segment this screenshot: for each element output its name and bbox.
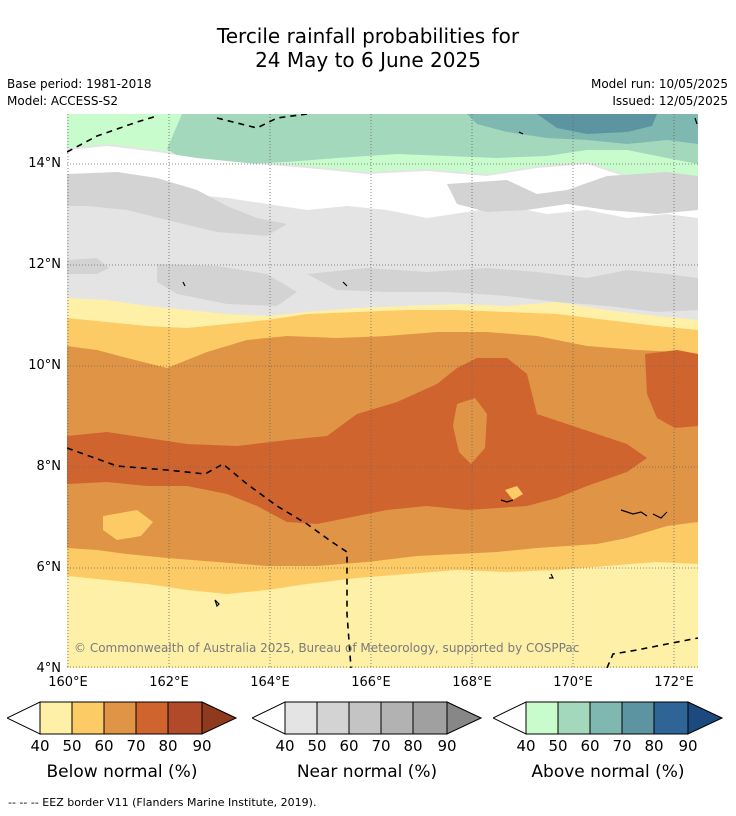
colorbar-tick: 60 — [339, 737, 359, 755]
colorbar-tick: 60 — [94, 737, 114, 755]
lat-label: 14°N — [28, 156, 61, 171]
lon-label: 164°E — [250, 675, 290, 690]
colorbar-above-label: Above normal (%) — [531, 762, 685, 782]
colorbar-near-normal — [252, 700, 482, 736]
colorbar-tick: 80 — [403, 737, 423, 755]
colorbar-swatch — [103, 701, 137, 735]
colorbar-swatch — [284, 701, 318, 735]
below-normal-50-patch — [103, 510, 153, 540]
colorbar-tick: 80 — [644, 737, 664, 755]
lat-label: 4°N — [36, 661, 62, 676]
lon-label: 172°E — [654, 675, 694, 690]
colorbar-swatch — [589, 701, 623, 735]
near-normal-50-region — [67, 258, 109, 274]
colorbar-swatch — [348, 701, 382, 735]
colorbar-extend-high — [446, 701, 482, 735]
colorbar-below-label: Below normal (%) — [46, 762, 198, 782]
title-line-1: Tercile rainfall probabilities for — [216, 24, 520, 48]
colorbar-extend-low — [493, 701, 527, 735]
colorbar-tick: 50 — [548, 737, 568, 755]
lat-label: 10°N — [28, 358, 61, 373]
lon-label: 162°E — [149, 675, 189, 690]
colorbar-tick: 50 — [307, 737, 327, 755]
islands — [182, 117, 698, 608]
colorbar-swatch — [557, 701, 591, 735]
colorbar-tick: 40 — [275, 737, 295, 755]
colorbar-swatch — [39, 701, 73, 735]
colorbar-swatch — [71, 701, 105, 735]
colorbar-tick: 80 — [158, 737, 178, 755]
colorbar-tick: 40 — [516, 737, 536, 755]
title-line-2: 24 May to 6 June 2025 — [255, 48, 481, 72]
below-normal-70-region — [67, 358, 647, 524]
colorbar-swatch — [653, 701, 689, 735]
near-normal-50-region — [447, 172, 698, 214]
colorbar-swatch — [380, 701, 414, 735]
colorbar-tick: 70 — [612, 737, 632, 755]
colorbar-swatch — [167, 701, 203, 735]
colorbar-swatch — [525, 701, 559, 735]
model-run-date: Model run: 10/05/2025 — [590, 77, 728, 91]
near-normal-50-region — [307, 268, 698, 312]
lon-label: 170°E — [553, 675, 593, 690]
copyright-notice: © Commonwealth of Australia 2025, Bureau… — [74, 641, 580, 655]
lon-label: 168°E — [452, 675, 492, 690]
colorbar-swatch — [316, 701, 350, 735]
model-name: Model: ACCESS-S2 — [7, 94, 119, 108]
colorbar-tick: 40 — [30, 737, 50, 755]
colorbar-tick: 90 — [437, 737, 457, 755]
colorbar-below-normal — [7, 700, 237, 736]
colorbar-near-label: Near normal (%) — [296, 762, 438, 782]
colorbar-extend-high — [687, 701, 723, 735]
lon-label: 166°E — [351, 675, 391, 690]
colorbar-tick: 90 — [192, 737, 212, 755]
lon-label: 160°E — [48, 675, 88, 690]
base-period: Base period: 1981-2018 — [7, 77, 152, 91]
colorbar-swatch — [135, 701, 169, 735]
lat-label: 8°N — [36, 459, 62, 474]
near-normal-50-region — [67, 172, 287, 236]
probability-map — [67, 114, 698, 668]
colorbar-tick: 90 — [678, 737, 698, 755]
below-normal-70-region — [645, 350, 698, 428]
colorbar-tick: 60 — [580, 737, 600, 755]
below-normal-60-patch — [453, 398, 487, 464]
colorbar-swatch — [412, 701, 448, 735]
eez-footnote: -- -- -- EEZ border V11 (Flanders Marine… — [8, 796, 317, 809]
colorbar-extend-low — [7, 701, 41, 735]
colorbar-tick: 50 — [62, 737, 82, 755]
colorbar-extend-low — [252, 701, 286, 735]
issued-date: Issued: 12/05/2025 — [612, 94, 728, 108]
colorbar-swatch — [621, 701, 655, 735]
above-normal-70-region — [537, 114, 657, 134]
colorbar-above-normal — [493, 700, 723, 736]
gridlines — [67, 114, 698, 668]
colorbar-tick: 70 — [126, 737, 146, 755]
below-normal-50-patch — [505, 486, 523, 500]
lat-label: 6°N — [36, 560, 62, 575]
colorbar-tick: 70 — [371, 737, 391, 755]
colorbar-extend-high — [201, 701, 237, 735]
near-normal-50-region — [157, 264, 297, 306]
map-panel — [67, 114, 698, 668]
lat-label: 12°N — [28, 257, 61, 272]
eez-border — [67, 114, 698, 668]
